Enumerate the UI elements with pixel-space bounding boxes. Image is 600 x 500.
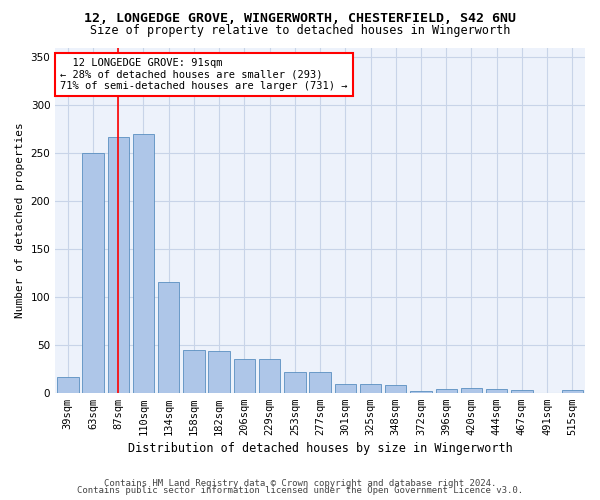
Bar (259, 359, 280, 392)
Bar (107, 136, 129, 392)
Bar (183, 350, 205, 393)
Bar (486, 389, 508, 392)
Bar (511, 390, 533, 392)
Bar (233, 359, 255, 392)
Bar (158, 282, 179, 393)
Bar (310, 372, 331, 392)
Bar (57, 378, 79, 392)
Bar (410, 391, 432, 392)
Y-axis label: Number of detached properties: Number of detached properties (15, 122, 25, 318)
Text: Contains HM Land Registry data © Crown copyright and database right 2024.: Contains HM Land Registry data © Crown c… (104, 478, 496, 488)
Bar (335, 384, 356, 392)
X-axis label: Distribution of detached houses by size in Wingerworth: Distribution of detached houses by size … (128, 442, 512, 455)
Text: Contains public sector information licensed under the Open Government Licence v3: Contains public sector information licen… (77, 486, 523, 495)
Text: Size of property relative to detached houses in Wingerworth: Size of property relative to detached ho… (90, 24, 510, 37)
Text: 12, LONGEDGE GROVE, WINGERWORTH, CHESTERFIELD, S42 6NU: 12, LONGEDGE GROVE, WINGERWORTH, CHESTER… (84, 12, 516, 26)
Text: 12 LONGEDGE GROVE: 91sqm  
← 28% of detached houses are smaller (293)
71% of sem: 12 LONGEDGE GROVE: 91sqm ← 28% of detach… (61, 58, 348, 91)
Bar (436, 389, 457, 392)
Bar (562, 390, 583, 392)
Bar (208, 350, 230, 393)
Bar (82, 153, 104, 392)
Bar (461, 388, 482, 392)
Bar (360, 384, 381, 392)
Bar (385, 385, 406, 392)
Bar (284, 372, 305, 392)
Bar (133, 134, 154, 392)
